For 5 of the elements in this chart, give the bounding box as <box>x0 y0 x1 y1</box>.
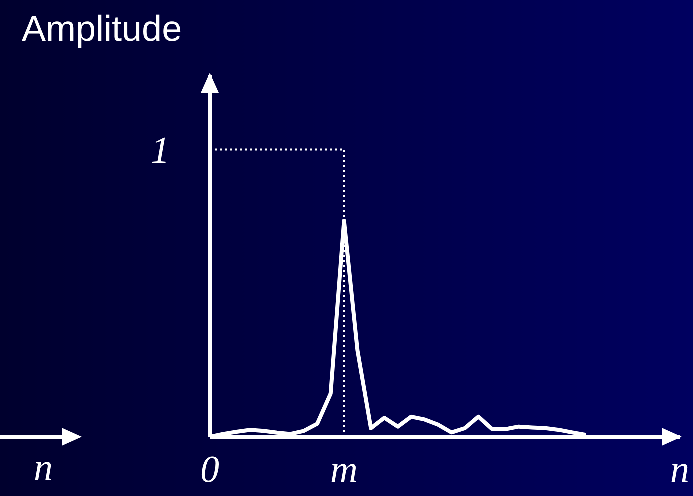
x-tick-label: 0 <box>200 448 220 491</box>
ref-line-label: 1 <box>151 130 170 172</box>
x-tick-label: m <box>330 448 358 491</box>
x-tick-label: n <box>670 448 690 491</box>
y-axis-title: Amplitude <box>22 8 182 50</box>
